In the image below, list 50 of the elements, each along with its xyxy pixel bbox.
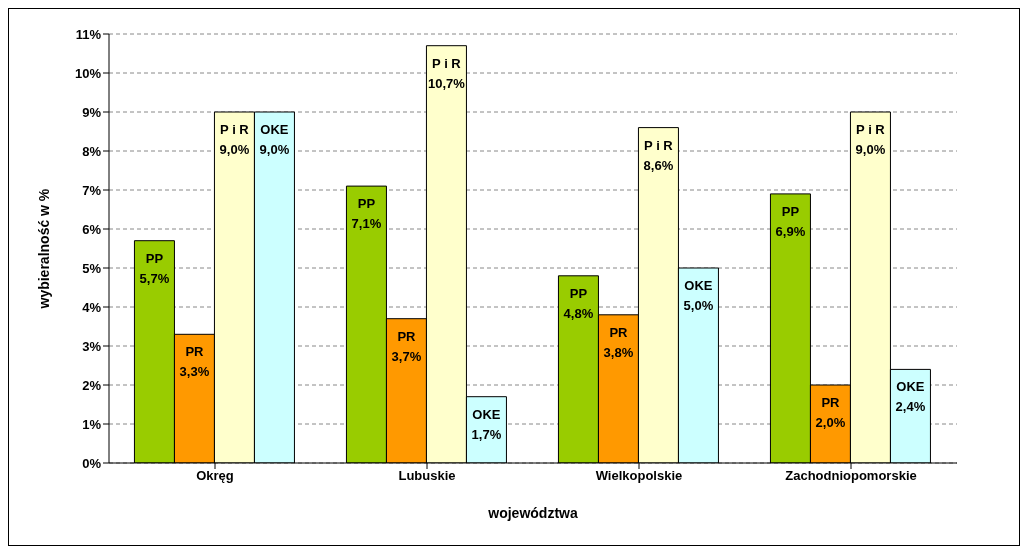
data-label: 3,8% xyxy=(603,344,634,360)
y-tick-label: 2% xyxy=(82,377,102,393)
text: PR xyxy=(609,324,628,340)
text: PR xyxy=(397,328,416,344)
text: OKE xyxy=(260,122,289,137)
data-label: 4,8% xyxy=(563,305,594,321)
y-tick-label: 4% xyxy=(82,299,102,315)
x-tick-label: Wielkopolskie xyxy=(595,468,683,484)
y-tick-label: 9% xyxy=(82,104,102,120)
y-tick-label: 11% xyxy=(75,26,102,42)
data-label: 2,4% xyxy=(895,399,926,415)
y-tick-label: 1% xyxy=(82,416,102,432)
text: PP xyxy=(569,285,588,301)
data-label: 6,9% xyxy=(775,223,806,239)
text: P i R xyxy=(856,122,885,137)
text: P i R xyxy=(220,122,249,137)
x-tick-label: Lubuskie xyxy=(398,468,456,484)
y-axis-title: wybieralność w % xyxy=(35,188,52,310)
x-axis-title: województwa xyxy=(487,505,578,521)
text: OKE xyxy=(472,406,501,422)
series-label: PR xyxy=(185,344,205,360)
y-tick-label: 6% xyxy=(82,221,102,237)
y-tick-label: 5% xyxy=(82,260,102,276)
series-label: P i R xyxy=(644,137,674,153)
data-label: 9,0% xyxy=(219,142,250,157)
text: P i R xyxy=(432,55,461,71)
data-label: 5,0% xyxy=(683,298,714,313)
data-label: 3,3% xyxy=(179,364,210,380)
series-label: OKE xyxy=(684,278,713,293)
data-label: 9,0% xyxy=(855,142,886,157)
data-label: 7,1% xyxy=(351,216,382,232)
y-tick-label: 0% xyxy=(82,455,102,471)
text: PP xyxy=(357,196,376,212)
text: PR xyxy=(821,395,840,410)
data-label: 3,7% xyxy=(391,348,422,364)
data-label: 5,7% xyxy=(139,270,170,286)
text: OKE xyxy=(896,379,925,395)
y-tick-label: 10% xyxy=(74,65,102,81)
y-tick-label: 7% xyxy=(82,182,102,198)
y-tick-label: 3% xyxy=(82,338,102,354)
data-label: 9,0% xyxy=(259,142,290,157)
series-label: PP xyxy=(145,250,164,266)
x-tick-label: Okręg xyxy=(196,468,234,484)
data-label: 2,0% xyxy=(815,415,846,430)
y-tick-label: 8% xyxy=(82,143,102,159)
text: PP xyxy=(781,203,800,219)
data-label: 8,6% xyxy=(643,157,674,173)
data-label: 1,7% xyxy=(471,426,502,442)
x-tick-label: Zachodniopomorskie xyxy=(785,468,917,484)
data-label: 10,7% xyxy=(428,75,466,91)
